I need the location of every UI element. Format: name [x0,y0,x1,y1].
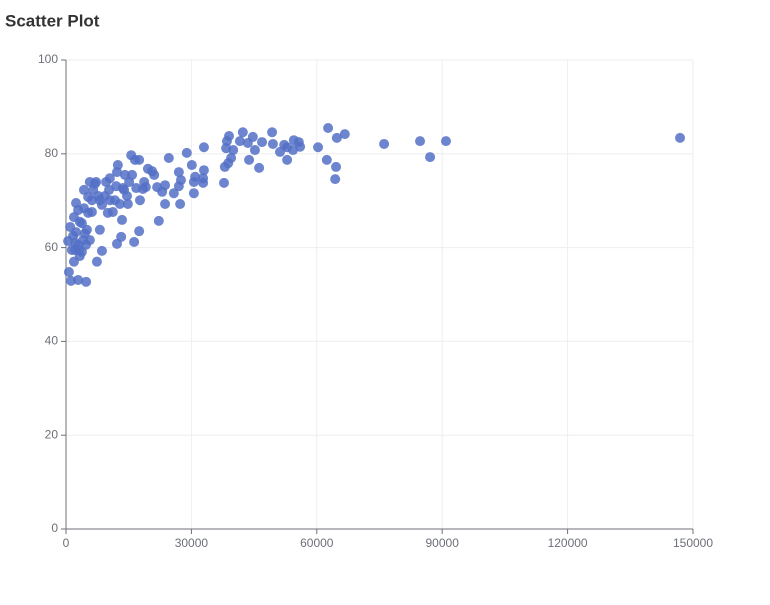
point [104,195,115,206]
point [181,147,192,158]
point [73,239,84,250]
y-tick-label: 0 [51,521,58,535]
point [188,176,199,187]
point [153,215,164,226]
point [142,163,153,174]
point [275,146,286,157]
point [219,161,230,172]
point [79,228,90,239]
x-tick-label: 60000 [300,536,334,550]
point [321,154,332,165]
point [234,136,245,147]
point [83,207,94,218]
point [126,150,137,161]
point [415,136,426,147]
point [81,276,92,287]
x-tick-label: 150000 [673,536,713,550]
point [66,275,77,286]
x-tick-label: 90000 [426,536,460,550]
point [249,145,260,156]
x-tick-label: 30000 [175,536,209,550]
point [131,183,142,194]
point [379,138,390,149]
x-tick-label: 120000 [548,536,588,550]
point [675,132,686,143]
point [91,256,102,267]
point [68,256,79,267]
point [163,153,174,164]
y-tick-label: 20 [45,427,59,441]
point [221,143,232,154]
point [134,226,145,237]
point [198,173,209,184]
y-tick-label: 60 [45,240,59,254]
point [117,214,128,225]
point [173,181,184,192]
point [267,127,278,138]
point [198,165,209,176]
point [440,136,451,147]
point [86,195,97,206]
point [102,207,113,218]
point [129,236,140,247]
y-tick-label: 100 [38,52,58,66]
point [313,142,324,153]
point [111,167,122,178]
point [73,205,84,216]
point [168,188,179,199]
point [244,154,255,165]
point [101,176,112,187]
point [63,266,74,277]
point [257,137,268,148]
point [254,162,265,173]
point [267,138,278,149]
y-tick-label: 40 [45,334,59,348]
point [219,177,230,188]
point [114,198,125,209]
point [111,238,122,249]
point [65,221,76,232]
point [152,182,163,193]
point [186,160,197,171]
point [119,169,130,180]
point [339,129,350,140]
point [288,135,299,146]
point [160,198,171,209]
point [134,195,145,206]
point [74,216,85,227]
point [96,245,107,256]
point [94,195,105,206]
point [331,161,342,172]
point [188,188,199,199]
point [175,198,186,209]
chart-title: Scatter Plot [5,11,100,30]
point [323,123,334,134]
point [282,154,293,165]
point [94,224,105,235]
x-tick-label: 0 [63,536,70,550]
point [173,167,184,178]
point [198,142,209,153]
point [122,198,133,209]
point [89,178,100,189]
point [330,174,341,185]
point [237,127,248,138]
point [425,152,436,163]
point [68,230,79,241]
point [78,184,89,195]
point [242,138,253,149]
y-tick-label: 80 [45,146,59,160]
point [119,184,130,195]
point [331,132,342,143]
